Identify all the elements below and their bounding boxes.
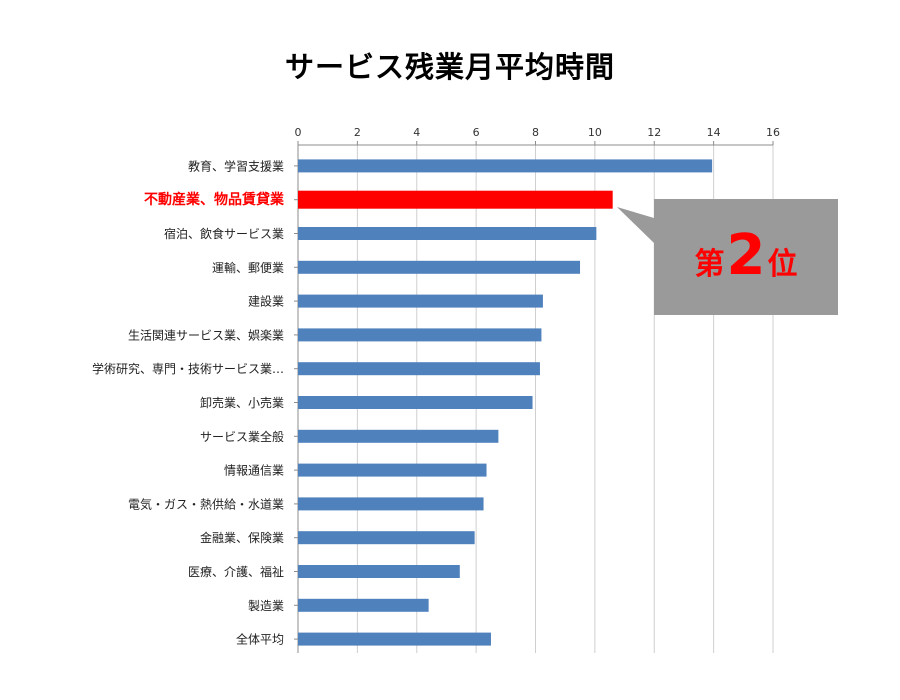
category-label-highlighted: 不動産業、物品賃貸業 [144, 191, 285, 208]
x-tick-label: 8 [532, 126, 539, 139]
category-label: 製造業 [248, 599, 284, 613]
rank-prefix: 第 [694, 247, 725, 282]
x-tick-label: 2 [354, 126, 361, 139]
category-labels: 教育、学習支援業不動産業、物品賃貸業宿泊、飲食サービス業運輸、郵便業建設業生活関… [92, 158, 298, 647]
category-label: 教育、学習支援業 [188, 158, 284, 173]
category-label: 建設業 [248, 294, 284, 309]
bar [298, 598, 429, 612]
category-label: 全体平均 [236, 632, 284, 647]
bar [298, 497, 484, 511]
bar [298, 531, 475, 545]
category-label: 医療、介護、福祉 [188, 564, 284, 579]
category-label: 情報通信業 [224, 464, 284, 478]
chart-title: サービス残業月平均時間 [284, 50, 615, 84]
x-tick-label: 14 [707, 126, 721, 139]
x-tick-label: 0 [295, 126, 302, 139]
rank-callout-label: 第2位 [654, 228, 838, 284]
category-label: 卸売業、小売業 [200, 395, 284, 410]
bar [298, 328, 542, 342]
bar [298, 396, 533, 409]
category-label: 運輸、郵便業 [212, 260, 284, 275]
x-tick-label: 4 [413, 126, 420, 139]
category-label: 生活関連サービス業、娯楽業 [128, 328, 284, 342]
bar [298, 632, 491, 646]
bars [298, 159, 713, 646]
bar-highlighted [298, 190, 613, 209]
bar [298, 260, 581, 274]
bar [298, 227, 597, 240]
x-tick-label: 10 [588, 126, 602, 139]
rank-callout [617, 199, 838, 315]
x-axis-ticks: 0 2 4 6 8 10 12 14 16 [295, 126, 780, 146]
rank-suffix: 位 [767, 247, 798, 282]
rank-number: 2 [726, 223, 766, 288]
category-label: サービス業全般 [200, 429, 284, 444]
bar [298, 159, 713, 173]
bar [298, 463, 487, 477]
bar [298, 565, 460, 578]
x-tick-label: 16 [766, 126, 780, 139]
bar [298, 429, 499, 443]
category-label: 学術研究、専門・技術サービス業… [92, 361, 284, 376]
category-label: 金融業、保険業 [200, 530, 284, 545]
category-label: 宿泊、飲食サービス業 [164, 226, 284, 241]
bar [298, 294, 543, 308]
x-tick-label: 12 [647, 126, 661, 139]
callout-box [617, 199, 838, 315]
x-tick-label: 6 [473, 126, 480, 139]
category-label: 電気・ガス・熱供給・水道業 [128, 496, 284, 511]
bar [298, 362, 540, 376]
